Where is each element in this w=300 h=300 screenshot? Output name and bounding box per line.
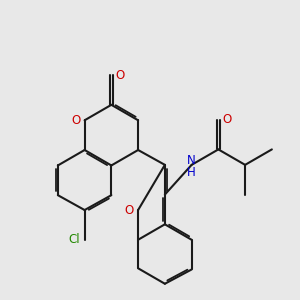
Text: O: O — [71, 114, 80, 127]
Text: N: N — [187, 154, 196, 167]
Text: O: O — [116, 69, 125, 82]
Text: Cl: Cl — [68, 233, 80, 246]
Text: H: H — [187, 166, 196, 179]
Text: O: O — [223, 113, 232, 126]
Text: O: O — [124, 203, 134, 217]
